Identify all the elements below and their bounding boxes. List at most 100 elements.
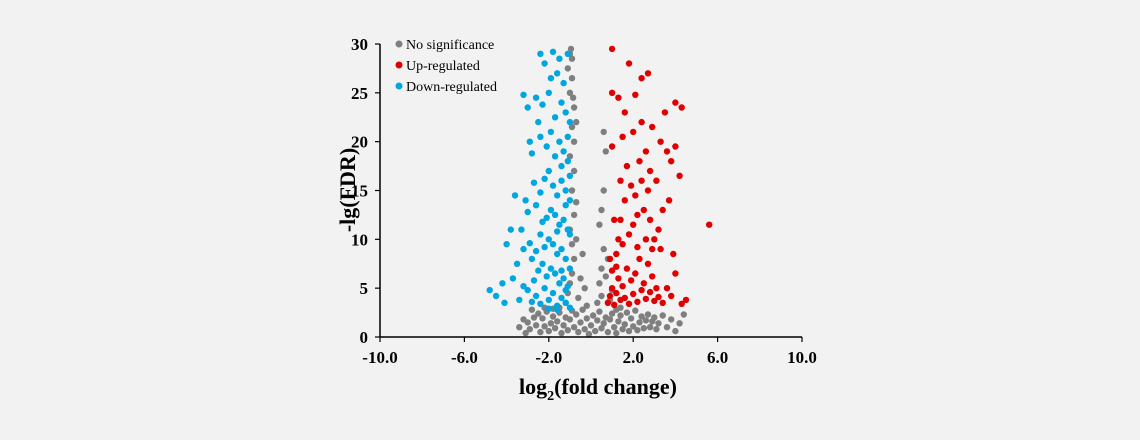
data-point bbox=[615, 94, 622, 101]
data-point bbox=[558, 245, 565, 253]
data-point bbox=[524, 208, 531, 216]
y-tick-label: 0 bbox=[360, 328, 369, 347]
data-point bbox=[634, 298, 641, 305]
data-point bbox=[562, 299, 569, 306]
data-point bbox=[577, 275, 584, 282]
data-point bbox=[606, 292, 614, 300]
data-point bbox=[585, 330, 593, 338]
series-1 bbox=[604, 45, 713, 308]
data-point bbox=[547, 206, 555, 214]
data-point bbox=[568, 241, 576, 248]
data-point bbox=[638, 286, 645, 294]
data-point bbox=[520, 91, 527, 99]
data-point bbox=[663, 324, 671, 331]
data-point bbox=[569, 94, 577, 101]
data-point bbox=[655, 226, 662, 233]
data-point bbox=[554, 250, 561, 258]
data-point bbox=[598, 206, 605, 214]
data-point bbox=[545, 167, 552, 175]
data-point bbox=[644, 260, 652, 267]
data-point bbox=[581, 285, 588, 292]
data-point bbox=[556, 55, 563, 62]
data-point bbox=[678, 104, 685, 111]
data-point bbox=[566, 153, 574, 160]
data-point bbox=[556, 221, 563, 228]
data-point bbox=[547, 128, 555, 136]
data-point bbox=[627, 315, 635, 322]
data-point bbox=[547, 75, 555, 82]
y-tick-label: 10 bbox=[351, 230, 368, 249]
data-point bbox=[672, 327, 679, 335]
data-point bbox=[530, 179, 538, 186]
data-point bbox=[558, 99, 565, 106]
data-point bbox=[570, 255, 578, 263]
data-point bbox=[657, 245, 664, 253]
data-point bbox=[672, 270, 679, 277]
legend-marker bbox=[395, 61, 403, 69]
data-point bbox=[651, 314, 658, 321]
data-point bbox=[598, 325, 605, 332]
data-point bbox=[579, 250, 586, 258]
data-point bbox=[566, 89, 574, 97]
data-point bbox=[676, 320, 683, 327]
data-point bbox=[581, 326, 588, 333]
data-point bbox=[606, 255, 614, 263]
data-point bbox=[560, 322, 567, 329]
data-point bbox=[568, 123, 576, 131]
data-point bbox=[545, 327, 552, 335]
data-point bbox=[570, 324, 578, 331]
x-axis-title-main: log bbox=[519, 374, 547, 399]
data-point bbox=[547, 265, 555, 272]
data-point bbox=[606, 316, 614, 323]
y-tick-label: 30 bbox=[351, 35, 368, 54]
data-point bbox=[646, 288, 654, 296]
data-point bbox=[596, 308, 603, 315]
data-point bbox=[594, 299, 601, 306]
data-point bbox=[642, 148, 650, 155]
data-point bbox=[558, 294, 565, 302]
data-point bbox=[621, 321, 628, 328]
data-point bbox=[537, 231, 544, 238]
data-point bbox=[551, 114, 559, 121]
data-point bbox=[583, 315, 590, 322]
data-point bbox=[636, 319, 643, 326]
data-point bbox=[672, 99, 679, 106]
x-tick-label: -6.0 bbox=[451, 348, 478, 367]
data-point bbox=[562, 255, 569, 263]
data-point bbox=[570, 167, 578, 175]
data-point bbox=[537, 328, 544, 336]
data-point bbox=[640, 206, 647, 214]
data-point bbox=[570, 104, 578, 111]
data-point bbox=[551, 270, 559, 277]
data-point bbox=[551, 153, 559, 160]
y-tick-label: 20 bbox=[351, 133, 368, 152]
data-point bbox=[655, 293, 662, 301]
data-point bbox=[530, 314, 538, 321]
data-point bbox=[558, 267, 565, 274]
data-point bbox=[653, 177, 660, 184]
data-point bbox=[617, 177, 624, 184]
data-point bbox=[528, 255, 536, 263]
data-point bbox=[564, 65, 571, 72]
data-point bbox=[644, 187, 652, 194]
data-point bbox=[630, 290, 637, 298]
data-point bbox=[532, 202, 540, 209]
data-point bbox=[646, 167, 654, 175]
data-point bbox=[579, 306, 586, 313]
data-point bbox=[532, 247, 540, 255]
data-point bbox=[564, 133, 571, 140]
x-tick-label: 2.0 bbox=[623, 348, 644, 367]
data-point bbox=[562, 286, 569, 294]
data-point bbox=[537, 189, 544, 196]
data-point bbox=[634, 327, 641, 334]
data-point bbox=[634, 243, 641, 251]
data-point bbox=[642, 295, 650, 303]
data-point bbox=[513, 260, 521, 267]
data-point bbox=[630, 323, 637, 330]
data-point bbox=[659, 312, 666, 319]
x-axis-title-subscript: 2 bbox=[547, 389, 554, 404]
data-point bbox=[543, 143, 550, 150]
data-point bbox=[575, 294, 582, 302]
